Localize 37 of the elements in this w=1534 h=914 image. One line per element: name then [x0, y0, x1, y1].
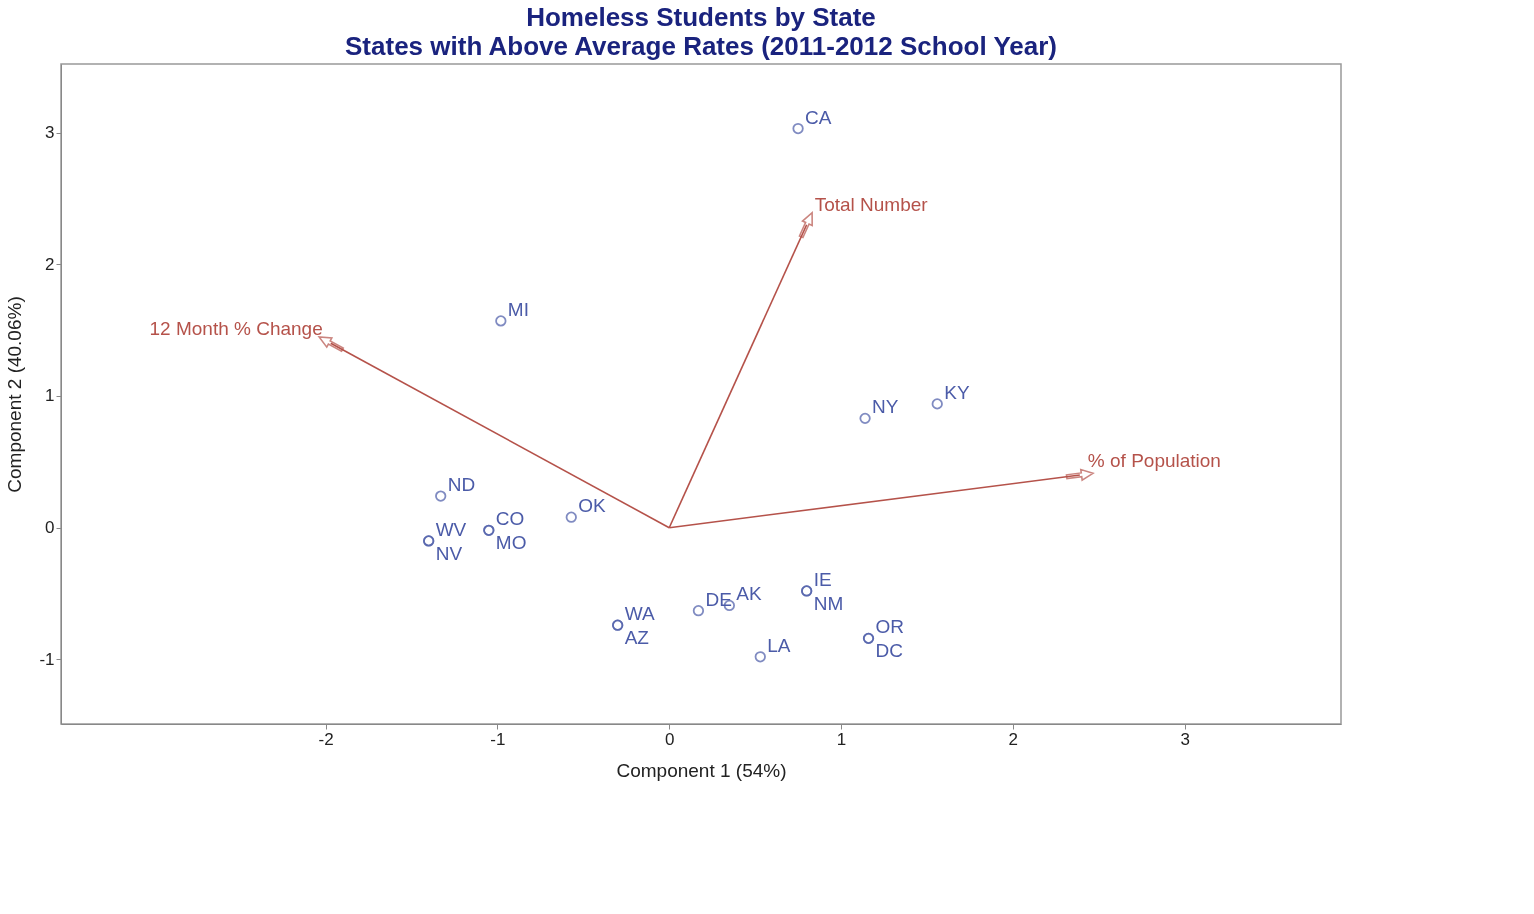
x-tick-label: 2	[1008, 729, 1019, 749]
x-tick-label: 0	[664, 729, 675, 749]
y-tick-label: 0	[45, 518, 55, 538]
annotation: MO	[495, 532, 527, 554]
series-label: % of Population	[1087, 450, 1221, 472]
x-tick-label: 3	[1180, 729, 1190, 749]
annotation: OR	[875, 616, 905, 638]
annotation: DC	[875, 640, 903, 662]
annotation: ND	[447, 474, 476, 496]
series-label: 12 Month % Change	[149, 318, 323, 340]
annotation: CA	[805, 106, 832, 128]
y-tick-label: 3	[45, 123, 55, 142]
x-tick-label: 1	[836, 729, 847, 749]
annotation: DE	[705, 588, 732, 610]
y-tick-label: -1	[39, 649, 55, 669]
annotation: NV	[435, 542, 463, 564]
annotation: WV	[435, 518, 467, 540]
y-tick-label: 2	[45, 254, 55, 274]
annotation: IE	[813, 568, 832, 590]
x-tick-label: -2	[318, 729, 334, 749]
chart-subtitle: States with Above Average Rates (2011-2012 School Year)	[345, 31, 1057, 61]
chart-title: Homeless Students by State	[526, 2, 876, 32]
y-axis-title: Component 2 (40.06%)	[4, 296, 26, 493]
annotation: MI	[507, 298, 529, 320]
annotation: NM	[813, 592, 844, 614]
x-axis-title: Component 1 (54%)	[616, 759, 787, 781]
x-tick-label: -1	[490, 729, 506, 749]
annotation: CO	[495, 508, 525, 530]
y-tick-label: 1	[45, 386, 55, 406]
annotation: LA	[767, 634, 791, 656]
annotation: AK	[736, 583, 763, 605]
series-label: Total Number	[814, 193, 929, 215]
annotation: WA	[624, 603, 655, 625]
annotation: NY	[872, 396, 899, 418]
annotation: AZ	[624, 627, 650, 649]
annotation: OK	[578, 495, 607, 517]
annotation: KY	[944, 381, 970, 403]
